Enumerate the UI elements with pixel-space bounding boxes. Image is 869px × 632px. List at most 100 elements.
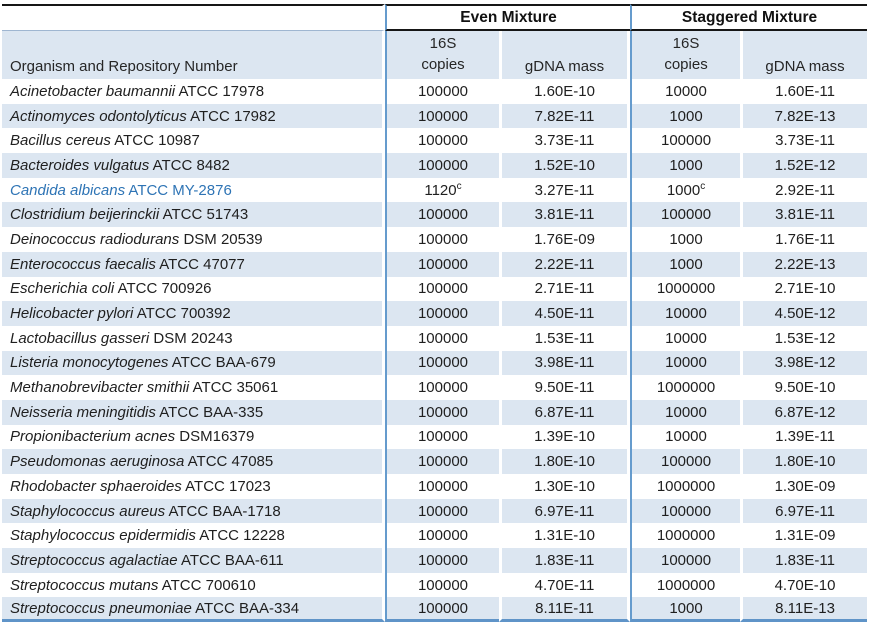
even-16s-copies-cell: 100000 (385, 474, 499, 499)
staggered-gdna-mass-cell: 6.97E-11 (740, 498, 868, 524)
staggered-gdna-mass-cell: 2.22E-13 (740, 251, 868, 277)
organism-cell: Listeria monocytogenes ATCC BAA-679 (2, 350, 385, 376)
staggered-16s-copies-cell: 1000 (630, 597, 741, 623)
even-gdna-mass-cell: 1.80E-10 (499, 449, 631, 474)
table-row: Streptococcus agalactiae ATCC BAA-611 10… (2, 548, 868, 573)
even-16s-copies-cell: 100000 (385, 153, 499, 178)
table-row: Clostridium beijerinckii ATCC 51743 1000… (2, 202, 868, 228)
table-row: Bacillus cereus ATCC 10987 100000 3.73E-… (2, 128, 868, 154)
repository-number: ATCC 51743 (162, 206, 249, 224)
organism-name: Acinetobacter baumannii (10, 82, 176, 100)
repository-number: DSM 20243 (153, 329, 233, 347)
organism-name: Bacillus cereus (10, 132, 111, 150)
staggered-16s-copies-cell: 1000000 (630, 523, 741, 549)
even-gdna-mass-cell: 9.50E-11 (499, 375, 631, 400)
even-gdna-mass-cell: 6.97E-11 (499, 498, 631, 524)
even-16s-copies-cell: 100000 (385, 301, 499, 326)
staggered-16s-copies-cell: 1000000 (630, 572, 741, 598)
even-16s-copies-cell: 100000 (385, 251, 499, 277)
repository-number: ATCC BAA-1718 (168, 502, 281, 520)
organism-cell: Propionibacterium acnes DSM16379 (2, 424, 385, 450)
staggered-16s-copies-header: 16S copies (630, 31, 741, 79)
staggered-16s-copies-cell: 1000 (630, 227, 741, 252)
table-row: Propionibacterium acnes DSM16379 100000 … (2, 424, 868, 450)
even-mixture-group-header: Even Mixture (385, 4, 631, 31)
staggered-gdna-mass-cell: 4.50E-12 (740, 301, 868, 326)
organism-cell: Lactobacillus gasseri DSM 20243 (2, 325, 385, 351)
copies-header-line1: 16S (672, 35, 700, 52)
staggered-gdna-mass-cell: 3.81E-11 (740, 202, 868, 228)
staggered-gdna-mass-cell: 1.31E-09 (740, 523, 868, 549)
staggered-16s-copies-cell: 100000 (630, 498, 741, 524)
organism-name: Deinococcus radiodurans (10, 230, 180, 248)
organism-cell: Staphylococcus epidermidis ATCC 12228 (2, 523, 385, 549)
repository-number: DSM16379 (179, 428, 255, 446)
table-row: Candida albicans ATCC MY-2876 1120c 3.27… (2, 177, 868, 203)
repository-number: ATCC 12228 (199, 527, 285, 545)
staggered-gdna-mass-cell: 7.82E-13 (740, 103, 868, 129)
even-gdna-mass-cell: 3.73E-11 (499, 128, 631, 154)
even-16s-copies-cell: 100000 (385, 572, 499, 598)
staggered-gdna-mass-cell: 2.71E-10 (740, 276, 868, 302)
organism-name: Staphylococcus aureus (10, 502, 166, 520)
even-16s-copies-cell: 100000 (385, 79, 499, 104)
organism-cell: Methanobrevibacter smithii ATCC 35061 (2, 375, 385, 400)
mock-community-table: Even Mixture Staggered Mixture Organism … (2, 4, 868, 623)
even-16s-copies-cell: 100000 (385, 103, 499, 129)
repository-number: ATCC 17023 (185, 477, 271, 495)
staggered-gdna-mass-cell: 1.76E-11 (740, 227, 868, 252)
organism-cell: Acinetobacter baumannii ATCC 17978 (2, 79, 385, 104)
table-row: Methanobrevibacter smithii ATCC 35061 10… (2, 375, 868, 400)
repository-number: ATCC 17978 (178, 82, 265, 100)
organism-cell: Helicobacter pylori ATCC 700392 (2, 301, 385, 326)
organism-name: Enterococcus faecalis (10, 255, 156, 273)
even-16s-copies-cell: 100000 (385, 325, 499, 351)
organism-name: Clostridium beijerinckii (10, 206, 160, 224)
staggered-16s-copies-cell: 10000 (630, 301, 741, 326)
table-row: Actinomyces odontolyticus ATCC 17982 100… (2, 103, 868, 129)
organism-cell: Enterococcus faecalis ATCC 47077 (2, 251, 385, 277)
staggered-gdna-mass-cell: 3.73E-11 (740, 128, 868, 154)
organism-cell: Candida albicans ATCC MY-2876 (2, 177, 385, 203)
mock-community-table-wrapper: Even Mixture Staggered Mixture Organism … (2, 4, 868, 623)
copies-header-line2: copies (664, 56, 708, 73)
organism-name: Staphylococcus epidermidis (10, 527, 196, 545)
organism-name: Candida albicans (10, 181, 126, 199)
organism-name: Methanobrevibacter smithii (10, 379, 190, 397)
even-16s-copies-cell: 100000 (385, 128, 499, 154)
even-16s-copies-cell: 1120c (385, 177, 499, 203)
even-gdna-mass-header: gDNA mass (499, 31, 631, 79)
table-row: Pseudomonas aeruginosa ATCC 47085 100000… (2, 449, 868, 474)
even-16s-copies-cell: 100000 (385, 424, 499, 450)
staggered-gdna-mass-cell: 1.80E-10 (740, 449, 868, 474)
even-16s-copies-cell: 100000 (385, 523, 499, 549)
organism-cell: Pseudomonas aeruginosa ATCC 47085 (2, 449, 385, 474)
even-16s-copies-cell: 100000 (385, 276, 499, 302)
table-row: Staphylococcus aureus ATCC BAA-1718 1000… (2, 498, 868, 524)
organism-column-header: Organism and Repository Number (2, 31, 385, 79)
organism-cell: Staphylococcus aureus ATCC BAA-1718 (2, 498, 385, 524)
staggered-16s-copies-cell: 1000000 (630, 375, 741, 400)
organism-cell: Bacillus cereus ATCC 10987 (2, 128, 385, 154)
repository-number: ATCC 35061 (192, 379, 279, 397)
organism-name: Neisseria meningitidis (10, 403, 156, 421)
staggered-16s-copies-cell: 10000 (630, 350, 741, 376)
staggered-mixture-group-header: Staggered Mixture (630, 4, 868, 31)
staggered-16s-copies-cell: 100000 (630, 202, 741, 228)
copies-header-line2: copies (421, 56, 465, 73)
even-gdna-mass-cell: 1.52E-10 (499, 153, 631, 178)
staggered-gdna-mass-cell: 1.60E-11 (740, 79, 868, 104)
even-gdna-mass-cell: 4.50E-11 (499, 301, 631, 326)
repository-number: ATCC BAA-334 (195, 599, 300, 617)
staggered-16s-copies-cell: 100000 (630, 548, 741, 573)
organism-cell: Clostridium beijerinckii ATCC 51743 (2, 202, 385, 228)
staggered-16s-copies-cell: 1000000 (630, 474, 741, 499)
even-gdna-mass-cell: 4.70E-11 (499, 572, 631, 598)
organism-cell: Neisseria meningitidis ATCC BAA-335 (2, 399, 385, 425)
copies-header-line1: 16S (429, 35, 457, 52)
even-16s-copies-cell: 100000 (385, 449, 499, 474)
table-row: Deinococcus radiodurans DSM 20539 100000… (2, 227, 868, 252)
staggered-gdna-mass-cell: 1.52E-12 (740, 153, 868, 178)
table-row: Listeria monocytogenes ATCC BAA-679 1000… (2, 350, 868, 376)
staggered-16s-copies-cell: 10000 (630, 399, 741, 425)
